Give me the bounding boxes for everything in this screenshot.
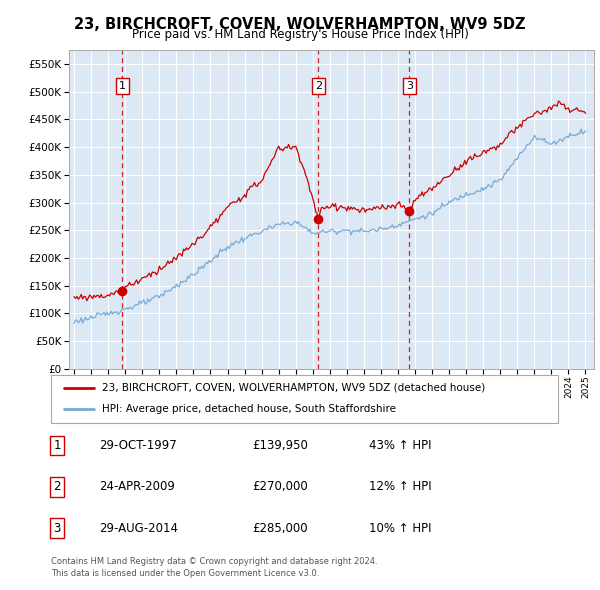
Text: 24-APR-2009: 24-APR-2009 — [99, 480, 175, 493]
Text: 10% ↑ HPI: 10% ↑ HPI — [369, 522, 431, 535]
Text: 2: 2 — [53, 480, 61, 493]
Text: £139,950: £139,950 — [252, 439, 308, 452]
Text: £285,000: £285,000 — [252, 522, 308, 535]
Text: 3: 3 — [406, 81, 413, 91]
Text: 12% ↑ HPI: 12% ↑ HPI — [369, 480, 431, 493]
Text: 1: 1 — [119, 81, 126, 91]
Text: 2: 2 — [315, 81, 322, 91]
FancyBboxPatch shape — [51, 375, 558, 423]
Text: 23, BIRCHCROFT, COVEN, WOLVERHAMPTON, WV9 5DZ (detached house): 23, BIRCHCROFT, COVEN, WOLVERHAMPTON, WV… — [102, 383, 485, 393]
Text: 29-AUG-2014: 29-AUG-2014 — [99, 522, 178, 535]
Text: 29-OCT-1997: 29-OCT-1997 — [99, 439, 177, 452]
Text: 1: 1 — [53, 439, 61, 452]
Text: HPI: Average price, detached house, South Staffordshire: HPI: Average price, detached house, Sout… — [102, 405, 396, 415]
Text: Price paid vs. HM Land Registry's House Price Index (HPI): Price paid vs. HM Land Registry's House … — [131, 28, 469, 41]
Text: This data is licensed under the Open Government Licence v3.0.: This data is licensed under the Open Gov… — [51, 569, 319, 578]
Text: 23, BIRCHCROFT, COVEN, WOLVERHAMPTON, WV9 5DZ: 23, BIRCHCROFT, COVEN, WOLVERHAMPTON, WV… — [74, 17, 526, 31]
Text: £270,000: £270,000 — [252, 480, 308, 493]
Text: 3: 3 — [53, 522, 61, 535]
Text: 43% ↑ HPI: 43% ↑ HPI — [369, 439, 431, 452]
Text: Contains HM Land Registry data © Crown copyright and database right 2024.: Contains HM Land Registry data © Crown c… — [51, 558, 377, 566]
